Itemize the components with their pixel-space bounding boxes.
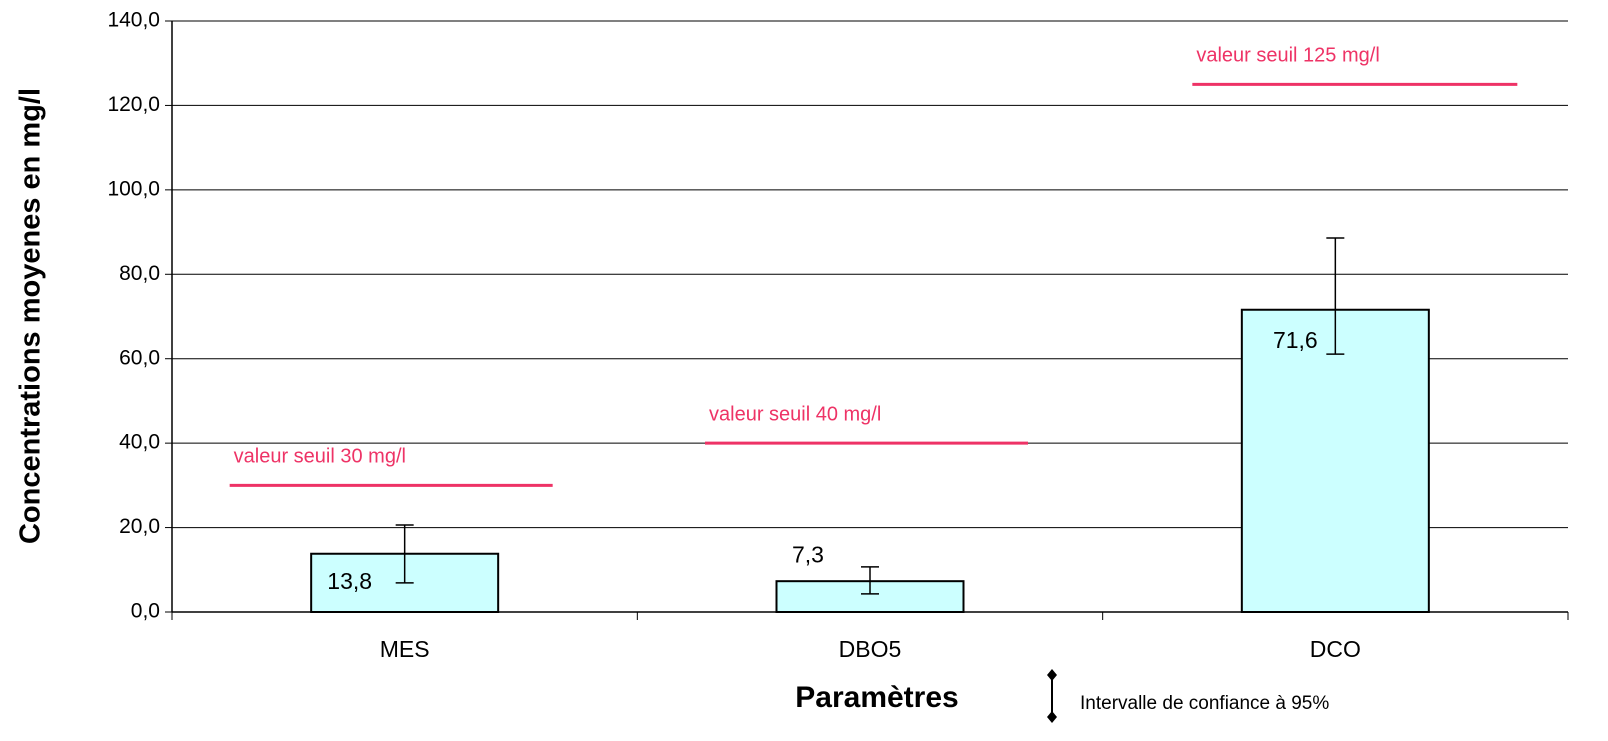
y-tick-label: 140,0 xyxy=(107,9,160,32)
data-label: 7,3 xyxy=(792,541,824,567)
y-axis-title: Concentrations moyenes en mg/l xyxy=(15,88,47,544)
x-axis-title: Paramètres xyxy=(795,681,958,714)
legend: Intervalle de confiance à 95% xyxy=(1047,669,1329,723)
data-label: 71,6 xyxy=(1273,327,1318,353)
threshold-label: valeur seuil 40 mg/l xyxy=(709,403,881,425)
x-tick-label: DCO xyxy=(1310,636,1361,662)
legend-label: Intervalle de confiance à 95% xyxy=(1080,693,1329,714)
threshold-label: valeur seuil 125 mg/l xyxy=(1196,45,1379,67)
y-tick-label: 80,0 xyxy=(119,262,160,285)
data-label: 13,8 xyxy=(327,568,372,594)
y-tick-label: 40,0 xyxy=(119,431,160,454)
y-tick-label: 100,0 xyxy=(107,177,160,200)
x-tick-label: MES xyxy=(380,636,430,662)
legend-error-caps xyxy=(1047,669,1057,723)
y-tick-label: 120,0 xyxy=(107,93,160,116)
y-tick-label: 60,0 xyxy=(119,346,160,369)
threshold-label: valeur seuil 30 mg/l xyxy=(234,446,406,468)
y-tick-label: 20,0 xyxy=(119,515,160,538)
x-tick-label: DBO5 xyxy=(839,636,902,662)
bar xyxy=(1240,308,1430,613)
y-tick-label: 0,0 xyxy=(131,600,160,623)
